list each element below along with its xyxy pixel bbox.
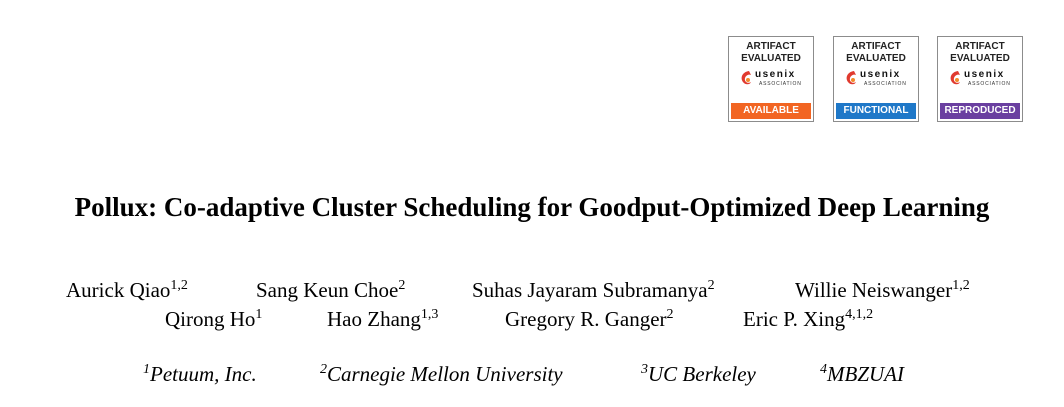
affiliation: 2Carnegie Mellon University bbox=[320, 361, 563, 387]
artifact-badge-reproduced: ARTIFACT EVALUATED usenix ASSOCIATION RE… bbox=[937, 36, 1023, 122]
affiliation-mark: 2 bbox=[320, 362, 327, 377]
usenix-association: ASSOCIATION bbox=[864, 81, 907, 87]
usenix-wordmark: usenix bbox=[755, 69, 796, 80]
author-name: Hao Zhang bbox=[327, 307, 421, 331]
author-affiliation-mark: 2 bbox=[707, 278, 715, 293]
author-name: Aurick Qiao bbox=[66, 278, 171, 302]
paper-title: Pollux: Co-adaptive Cluster Scheduling f… bbox=[74, 192, 990, 222]
affiliation: 1Petuum, Inc. bbox=[143, 361, 257, 387]
author-name: Gregory R. Ganger bbox=[505, 307, 667, 331]
affiliation-name: Petuum, Inc. bbox=[150, 362, 257, 386]
usenix-logo: usenix ASSOCIATION bbox=[735, 67, 807, 89]
author: Suhas Jayaram Subramanya2 bbox=[472, 277, 715, 303]
artifact-badge-functional: ARTIFACT EVALUATED usenix ASSOCIATION FU… bbox=[833, 36, 919, 122]
badge-line2: EVALUATED bbox=[741, 53, 801, 64]
affiliation-name: MBZUAI bbox=[827, 362, 904, 386]
author-name: Suhas Jayaram Subramanya bbox=[472, 278, 708, 302]
author-affiliation-mark: 4,1,2 bbox=[845, 307, 874, 322]
author: Gregory R. Ganger2 bbox=[505, 306, 674, 332]
badge-line2: EVALUATED bbox=[846, 53, 906, 64]
usenix-swirl-icon bbox=[846, 71, 856, 85]
author-affiliation-mark: 1 bbox=[255, 307, 263, 322]
author: Aurick Qiao1,2 bbox=[66, 277, 188, 303]
badge-status: AVAILABLE bbox=[731, 103, 811, 119]
artifact-badge-available: ARTIFACT EVALUATED usenix ASSOCIATION AV… bbox=[728, 36, 814, 122]
badge-line1: ARTIFACT bbox=[746, 41, 796, 52]
author-name: Qirong Ho bbox=[165, 307, 256, 331]
author: Eric P. Xing4,1,2 bbox=[743, 306, 873, 332]
usenix-swirl-icon bbox=[741, 71, 751, 85]
author: Willie Neiswanger1,2 bbox=[795, 277, 970, 303]
affiliation-mark: 3 bbox=[641, 362, 648, 377]
badge-status: REPRODUCED bbox=[940, 103, 1020, 119]
badge-line1: ARTIFACT bbox=[851, 41, 901, 52]
author: Hao Zhang1,3 bbox=[327, 306, 438, 332]
author-name: Willie Neiswanger bbox=[795, 278, 953, 302]
usenix-association: ASSOCIATION bbox=[968, 81, 1011, 87]
badge-line1: ARTIFACT bbox=[955, 41, 1005, 52]
usenix-association: ASSOCIATION bbox=[759, 81, 802, 87]
author-affiliation-mark: 1,2 bbox=[170, 278, 188, 293]
usenix-logo: usenix ASSOCIATION bbox=[840, 67, 912, 89]
author-affiliation-mark: 1,3 bbox=[420, 307, 439, 322]
affiliation-name: Carnegie Mellon University bbox=[327, 362, 563, 386]
usenix-swirl-icon bbox=[950, 71, 960, 85]
author: Qirong Ho1 bbox=[165, 306, 262, 332]
author: Sang Keun Choe2 bbox=[256, 277, 405, 303]
author-name: Sang Keun Choe bbox=[256, 278, 399, 302]
author-affiliation-mark: 2 bbox=[398, 278, 406, 293]
affiliation-mark: 4 bbox=[820, 362, 827, 377]
affiliation-name: UC Berkeley bbox=[648, 362, 756, 386]
author-name: Eric P. Xing bbox=[743, 307, 846, 331]
usenix-wordmark: usenix bbox=[964, 69, 1005, 80]
affiliation: 4MBZUAI bbox=[820, 361, 904, 387]
affiliation: 3UC Berkeley bbox=[641, 361, 756, 387]
usenix-wordmark: usenix bbox=[860, 69, 901, 80]
affiliation-mark: 1 bbox=[143, 362, 150, 377]
badge-status: FUNCTIONAL bbox=[836, 103, 916, 119]
author-affiliation-mark: 1,2 bbox=[952, 278, 970, 293]
badge-line2: EVALUATED bbox=[950, 53, 1010, 64]
author-affiliation-mark: 2 bbox=[666, 307, 674, 322]
usenix-logo: usenix ASSOCIATION bbox=[944, 67, 1016, 89]
